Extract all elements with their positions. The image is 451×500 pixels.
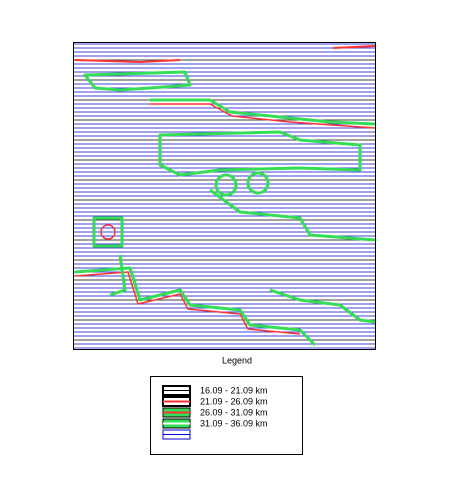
legend-label: 31.09 - 36.09 km [200,418,268,428]
contours [74,45,376,347]
legend-swatches [162,385,191,440]
legend-label: 21.09 - 26.09 km [200,396,268,406]
legend-label: 26.09 - 31.09 km [200,407,268,417]
legend-label: 16.09 - 21.09 km [200,385,268,395]
map-frame [73,42,376,350]
legend-title: Legend [222,355,252,365]
